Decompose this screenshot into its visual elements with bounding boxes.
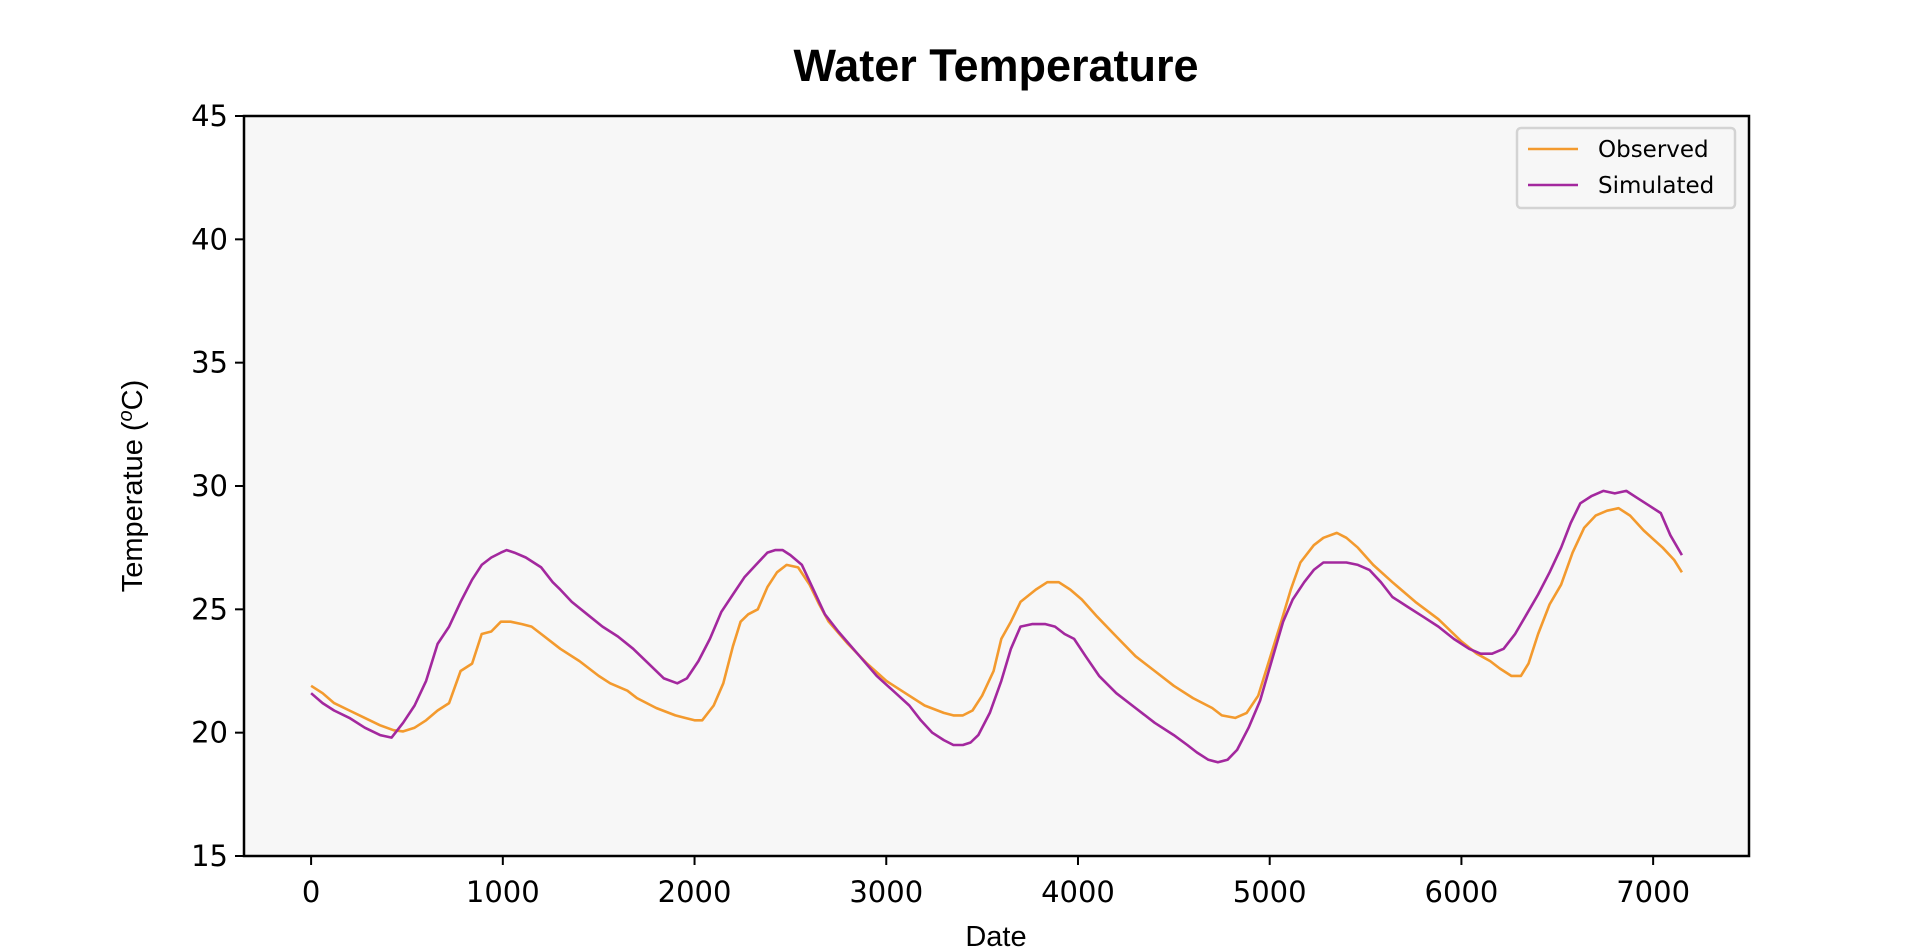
y-axis-label-superscript: o — [115, 410, 137, 421]
chart-title: Water Temperature — [793, 40, 1198, 91]
y-tick-label: 25 — [191, 592, 228, 626]
y-axis-ticks: 15 20 25 30 35 40 45 — [191, 99, 244, 873]
x-tick-label: 0 — [302, 875, 320, 909]
y-tick-label: 20 — [191, 716, 228, 750]
x-tick-label: 4000 — [1041, 875, 1115, 909]
legend-label-simulated: Simulated — [1598, 173, 1714, 199]
y-tick-label: 35 — [191, 346, 228, 380]
series-line-observed — [310, 506, 1684, 733]
y-tick-label: 15 — [191, 839, 228, 873]
y-tick-label: 40 — [191, 222, 228, 256]
x-tick-label: 1000 — [466, 875, 540, 909]
series-layer — [310, 489, 1684, 764]
x-axis-label: Date — [965, 921, 1026, 951]
legend-label-observed: Observed — [1598, 137, 1709, 163]
y-axis-label-suffix: C) — [117, 380, 149, 411]
y-tick-label: 30 — [191, 469, 228, 503]
y-axis-label-prefix: Temperatue ( — [117, 421, 149, 592]
x-tick-label: 2000 — [658, 875, 732, 909]
x-axis-ticks: 0 1000 2000 3000 4000 5000 6000 7000 — [302, 856, 1690, 909]
x-tick-label: 3000 — [849, 875, 923, 909]
x-tick-label: 7000 — [1616, 875, 1690, 909]
y-tick-label: 45 — [191, 99, 228, 133]
plot-background — [244, 116, 1749, 856]
legend: Observed Simulated — [1515, 126, 1737, 210]
x-tick-label: 6000 — [1425, 875, 1499, 909]
series-line-simulated — [310, 489, 1684, 764]
y-axis-label: Temperatue (oC) — [115, 380, 149, 593]
x-tick-label: 5000 — [1233, 875, 1307, 909]
